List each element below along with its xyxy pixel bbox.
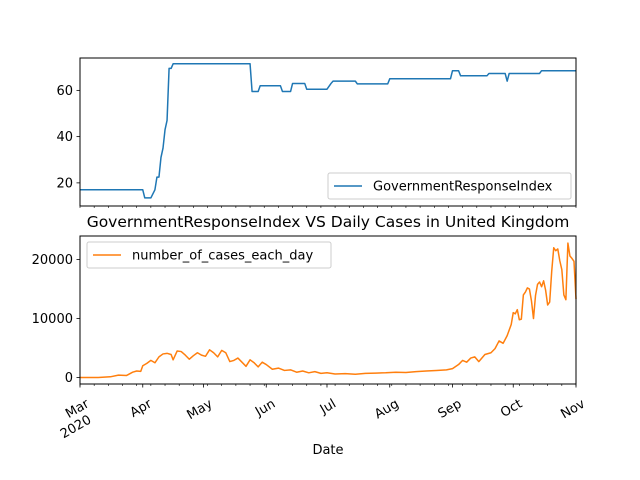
legend-box — [86, 241, 332, 269]
y-tick-label: 10000 — [32, 312, 73, 327]
axes-frame — [79, 57, 577, 207]
legend: number_of_cases_each_day — [86, 241, 332, 269]
legend: GovernmentResponseIndex — [327, 172, 572, 200]
legend-label-government-response-index: GovernmentResponseIndex — [373, 180, 553, 195]
legend-label-number-of-cases-each-day: number_of_cases_each_day — [132, 249, 313, 264]
plot-area — [80, 63, 576, 199]
y-axis: 20 40 60 — [56, 84, 80, 191]
axes-frame — [79, 235, 577, 385]
series-line-0 — [79, 242, 577, 379]
y-tick-label: 60 — [56, 84, 73, 99]
x-axis-label: Date — [312, 443, 343, 458]
y-axis: 0 10000 20000 — [32, 253, 80, 386]
government-response-chart: 20 40 60 GovernmentResponseIndex — [56, 57, 577, 208]
x-tick-label-line: Jul — [317, 397, 339, 418]
series-line-0 — [80, 63, 576, 199]
y-tick-label: 40 — [56, 130, 73, 145]
plot-area — [79, 242, 577, 379]
y-tick-label: 0 — [65, 371, 73, 386]
chart-title: GovernmentResponseIndex VS Daily Cases i… — [87, 213, 570, 231]
y-tick-label: 20 — [56, 176, 73, 191]
legend-box — [327, 172, 572, 200]
x-tick-label: Jul — [317, 397, 339, 418]
y-tick-label: 20000 — [32, 253, 73, 268]
